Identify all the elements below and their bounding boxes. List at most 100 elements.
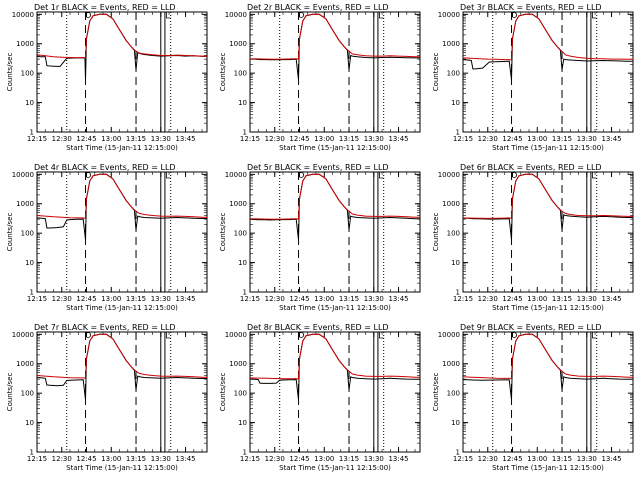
y-tick-label: 1 — [30, 129, 34, 137]
series-lld-line — [462, 173, 633, 219]
marker-circle-icon — [511, 332, 518, 338]
panel-title: Det 4r BLACK = Events, RED = LLD — [34, 163, 176, 172]
y-tick-label: 1 — [243, 449, 247, 457]
series-lld-line — [36, 333, 207, 379]
y-tick-label: 1000 — [442, 360, 460, 368]
x-tick-label: 12:15 — [240, 135, 260, 143]
y-axis-label: Counts/sec — [432, 53, 440, 92]
y-tick-label: 10 — [238, 99, 247, 107]
y-tick-label: 100 — [234, 390, 247, 398]
y-tick-label: 1000 — [442, 40, 460, 48]
y-tick-label: 10000 — [225, 11, 247, 19]
y-tick-label: 10 — [25, 99, 34, 107]
y-tick-label: 1000 — [16, 40, 34, 48]
series-events-line — [36, 333, 207, 400]
marker-circle-icon — [85, 332, 92, 338]
y-tick-label: 10 — [451, 259, 460, 267]
y-axis-label: Counts/sec — [219, 213, 227, 252]
series-events-line — [249, 333, 420, 400]
series-events-line — [462, 13, 633, 80]
x-tick-label: 12:15 — [27, 295, 47, 303]
y-axis-label: Counts/sec — [6, 373, 14, 412]
panel-9: Det 9r BLACK = Events, RED = LLD 1 10 100 10… — [432, 323, 634, 472]
x-tick-label: 13:00 — [101, 455, 121, 463]
x-tick-label: 12:45 — [289, 135, 309, 143]
x-tick-label: 12:45 — [502, 135, 522, 143]
marker-circle-icon — [511, 172, 518, 178]
plot-frame — [36, 171, 208, 293]
y-axis-label: Counts/sec — [219, 53, 227, 92]
x-tick-label: 13:30 — [577, 455, 597, 463]
y-tick-label: 1000 — [442, 200, 460, 208]
x-tick-label: 12:30 — [265, 455, 285, 463]
panel-1: Det 1r BLACK = Events, RED = LLD 1 10 100 10… — [6, 3, 208, 152]
x-tick-label: 12:45 — [76, 135, 96, 143]
plot-frame — [249, 171, 421, 293]
y-axis-label: Counts/sec — [432, 373, 440, 412]
panel-title: Det 8r BLACK = Events, RED = LLD — [247, 323, 389, 332]
x-tick-label: 12:15 — [453, 295, 473, 303]
marker-bracket-icon — [592, 12, 597, 19]
y-tick-label: 1 — [456, 449, 460, 457]
series-lld-line — [249, 333, 420, 380]
y-tick-label: 100 — [447, 70, 460, 78]
panel-title: Det 9r BLACK = Events, RED = LLD — [460, 323, 602, 332]
y-tick-label: 1 — [456, 289, 460, 297]
marker-circle-icon — [85, 172, 92, 178]
panel-6: Det 6r BLACK = Events, RED = LLD 1 10 100 10… — [432, 163, 634, 312]
x-tick-label: 12:30 — [52, 455, 72, 463]
panel-title: Det 5r BLACK = Events, RED = LLD — [247, 163, 389, 172]
y-tick-label: 100 — [234, 70, 247, 78]
panel-7: Det 7r BLACK = Events, RED = LLD 1 10 100 10… — [6, 323, 208, 472]
x-tick-label: 13:00 — [101, 295, 121, 303]
x-tick-label: 12:15 — [240, 455, 260, 463]
x-tick-label: 13:15 — [552, 295, 572, 303]
y-tick-label: 10 — [451, 99, 460, 107]
x-tick-label: 12:30 — [52, 135, 72, 143]
x-tick-label: 13:45 — [601, 295, 621, 303]
x-tick-label: 13:00 — [527, 295, 547, 303]
x-tick-label: 13:30 — [364, 455, 384, 463]
y-tick-label: 1000 — [229, 40, 247, 48]
y-tick-label: 1000 — [16, 360, 34, 368]
x-axis-label: Start Time (15-Jan-11 12:15:00) — [66, 464, 178, 472]
x-tick-label: 13:45 — [388, 295, 408, 303]
x-tick-label: 12:15 — [240, 295, 260, 303]
y-axis-label: Counts/sec — [6, 213, 14, 252]
plot-frame — [462, 171, 634, 293]
panel-title: Det 1r BLACK = Events, RED = LLD — [34, 3, 176, 12]
x-axis-label: Start Time (15-Jan-11 12:15:00) — [279, 464, 391, 472]
marker-bracket-icon — [379, 332, 384, 339]
series-lld-line — [462, 13, 633, 61]
y-axis-label: Counts/sec — [432, 213, 440, 252]
marker-circle-icon — [511, 12, 518, 18]
x-tick-label: 13:00 — [314, 135, 334, 143]
panel-5: Det 5r BLACK = Events, RED = LLD 1 10 100 10… — [219, 163, 421, 312]
y-tick-label: 10000 — [12, 11, 34, 19]
y-tick-label: 100 — [447, 230, 460, 238]
y-tick-label: 10000 — [12, 331, 34, 339]
x-tick-label: 13:30 — [151, 135, 171, 143]
x-tick-label: 12:30 — [265, 295, 285, 303]
marker-bracket-icon — [379, 172, 384, 179]
series-lld-line — [462, 333, 633, 380]
y-tick-label: 1000 — [16, 200, 34, 208]
x-tick-label: 12:45 — [76, 295, 96, 303]
y-tick-label: 10000 — [225, 171, 247, 179]
x-tick-label: 12:45 — [76, 455, 96, 463]
y-tick-label: 1 — [30, 449, 34, 457]
panel-4: Det 4r BLACK = Events, RED = LLD 1 10 100 10… — [6, 163, 208, 312]
x-tick-label: 12:45 — [289, 455, 309, 463]
plot-frame — [36, 331, 208, 453]
plot-frame — [249, 11, 421, 133]
x-tick-label: 13:45 — [388, 135, 408, 143]
y-tick-label: 10 — [25, 419, 34, 427]
x-tick-label: 13:15 — [339, 455, 359, 463]
y-tick-label: 100 — [234, 230, 247, 238]
panel-title: Det 2r BLACK = Events, RED = LLD — [247, 3, 389, 12]
plot-frame — [462, 331, 634, 453]
x-tick-label: 12:15 — [453, 135, 473, 143]
x-tick-label: 13:00 — [101, 135, 121, 143]
x-tick-label: 13:45 — [175, 455, 195, 463]
